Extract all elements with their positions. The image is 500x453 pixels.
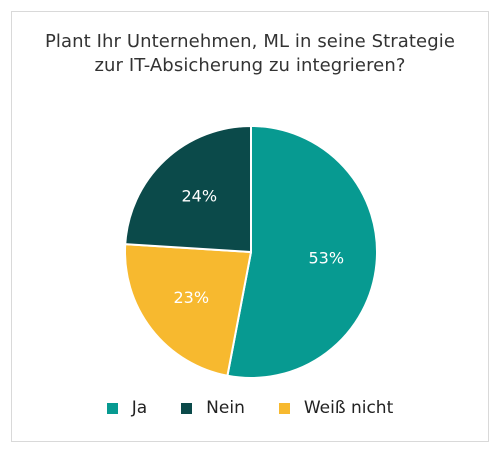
legend-swatch-nein <box>181 402 193 414</box>
legend-label-weiss-nicht: Weiß nicht <box>303 398 394 418</box>
legend-label-ja: Ja <box>131 398 148 418</box>
legend-label-nein: Nein <box>206 398 245 418</box>
pie-slice-ja <box>226 125 378 379</box>
legend-swatch-ja <box>106 402 118 414</box>
legend-item-nein: Nein <box>181 398 245 418</box>
chart-legend: Ja Nein Weiß nicht <box>0 398 500 418</box>
pie-slice-nein <box>124 125 252 253</box>
pie-label-nein: 24% <box>181 186 217 205</box>
pie-slice-weiss-nicht <box>124 243 252 377</box>
legend-item-weiss-nicht: Weiß nicht <box>278 398 394 418</box>
chart-title-line-1: Plant Ihr Unternehmen, ML in seine Strat… <box>44 31 456 52</box>
chart-title: Plant Ihr Unternehmen, ML in seine Strat… <box>0 30 500 78</box>
chart-title-line-2: zur IT-Absicherung zu integrieren? <box>94 55 406 76</box>
pie-label-weiss-nicht: 23% <box>173 288 209 307</box>
legend-item-ja: Ja <box>106 398 148 418</box>
legend-swatch-weiss-nicht <box>278 402 290 414</box>
pie-label-ja: 53% <box>308 249 344 268</box>
